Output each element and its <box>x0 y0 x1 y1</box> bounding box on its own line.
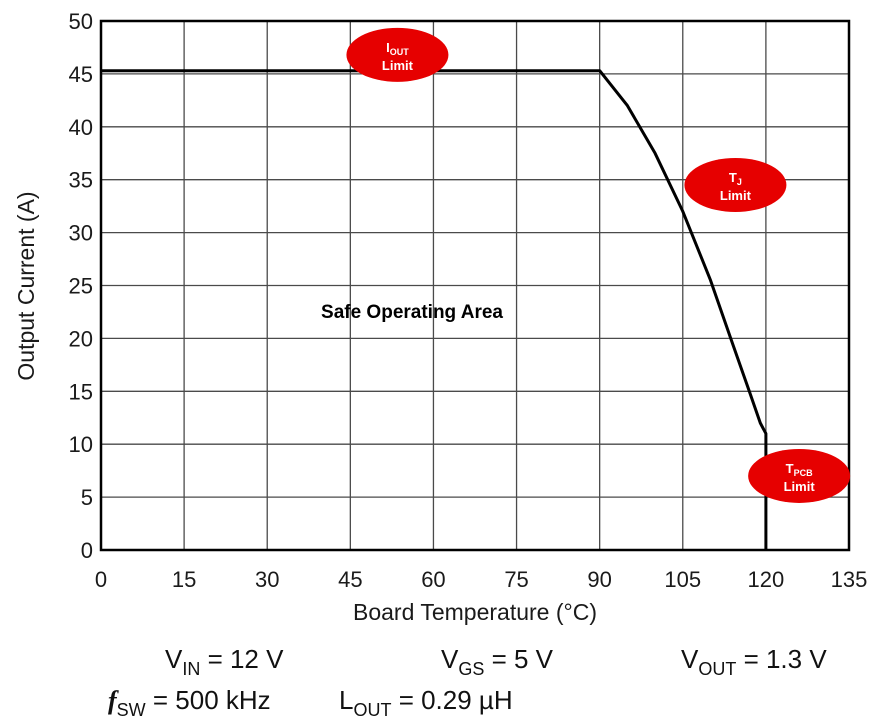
x-tick-label: 30 <box>255 567 279 592</box>
x-axis-title: Board Temperature (°C) <box>353 599 597 625</box>
y-tick-label: 15 <box>69 379 93 404</box>
y-tick-label: 50 <box>69 9 93 34</box>
x-tick-label: 120 <box>748 567 785 592</box>
y-tick-label: 5 <box>81 485 93 510</box>
plot-border <box>99 19 851 552</box>
badge-limit-label: Limit <box>784 479 816 494</box>
x-tick-label: 15 <box>172 567 196 592</box>
chart-grid <box>101 21 849 550</box>
y-tick-label: 0 <box>81 538 93 563</box>
y-axis-title: Output Current (A) <box>13 191 39 380</box>
badge-symbol: TPCB <box>786 461 813 478</box>
x-tick-label: 105 <box>664 567 701 592</box>
badge-ellipse <box>748 448 851 503</box>
x-tick-label: 90 <box>587 567 611 592</box>
x-tick-label: 75 <box>504 567 528 592</box>
condition-lout: LOUT = 0.29 µH <box>339 685 513 720</box>
y-tick-label: 25 <box>69 274 93 299</box>
y-tick-label: 20 <box>69 326 93 351</box>
badge-limit-label: Limit <box>720 188 752 203</box>
badge-ellipse <box>346 27 449 82</box>
x-tick-label: 135 <box>831 567 868 592</box>
y-tick-label: 45 <box>69 62 93 87</box>
x-tick-label: 60 <box>421 567 445 592</box>
y-tick-label: 40 <box>69 115 93 140</box>
region-label: Safe Operating Area <box>321 302 503 323</box>
x-tick-label: 0 <box>95 567 107 592</box>
condition-vout: VOUT = 1.3 V <box>681 644 827 679</box>
y-tick-labels: 0 5 10 15 20 25 30 35 40 45 50 <box>69 9 93 563</box>
series-group <box>101 69 768 550</box>
y-tick-label: 10 <box>69 432 93 457</box>
x-tick-label: 45 <box>338 567 362 592</box>
series-line <box>101 69 768 550</box>
condition-fsw: fSW = 500 kHz <box>108 685 271 720</box>
condition-vgs: VGS = 5 V <box>441 644 554 679</box>
plot-frame <box>99 19 851 552</box>
y-tick-label: 30 <box>69 221 93 246</box>
badge-symbol: IOUT <box>386 40 409 57</box>
x-tick-labels: 0 15 30 45 60 75 90 105 120 135 <box>95 567 867 592</box>
badge-symbol: TJ <box>729 170 742 187</box>
condition-vin: VIN = 12 V <box>165 644 284 679</box>
y-tick-label: 35 <box>69 168 93 193</box>
badge-limit-label: Limit <box>382 58 414 73</box>
badge-ellipse <box>684 157 787 212</box>
